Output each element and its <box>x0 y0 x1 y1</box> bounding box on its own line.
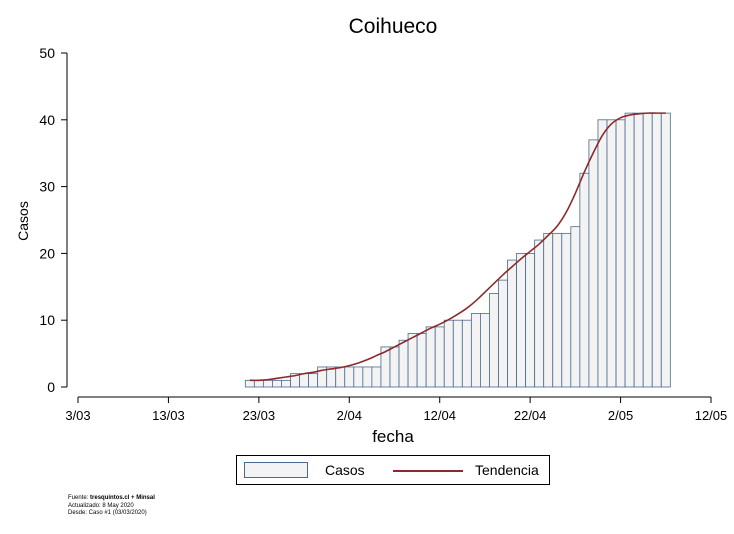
source-name: tresquintos.cl + Minsal <box>90 495 155 501</box>
source-label: Fuente: <box>68 495 89 501</box>
source-since: Desde: Caso #1 (03/03/2020) <box>68 510 147 516</box>
bar-2020-04-25 <box>552 232 563 388</box>
bar-2020-04-11 <box>425 326 436 388</box>
bar-2020-04-28 <box>579 172 590 388</box>
bar-2020-03-26 <box>281 379 291 388</box>
bar-2020-04-10 <box>416 333 427 388</box>
y-axis-label: Casos <box>15 201 31 241</box>
bar-2020-04-24 <box>543 232 554 388</box>
x-tick-label-3: 2/04 <box>337 408 362 423</box>
bar-2020-04-08 <box>398 339 409 388</box>
bar-2020-04-19 <box>498 279 508 388</box>
bar-2020-05-03 <box>624 112 635 388</box>
bar-2020-05-01 <box>606 119 617 388</box>
legend-swatch-tendencia <box>393 470 463 472</box>
x-axis-label: fecha <box>372 427 414 446</box>
x-tick-label-6: 2/05 <box>608 408 633 423</box>
trend-line <box>249 112 666 382</box>
bar-2020-04-17 <box>480 313 490 388</box>
bar-2020-03-28 <box>299 373 309 388</box>
x-tick-label-1: 13/03 <box>152 408 185 423</box>
bar-2020-04-13 <box>443 319 454 388</box>
bar-2020-04-22 <box>525 252 536 388</box>
bar-2020-04-04 <box>362 366 373 388</box>
chart-title: Coihueco <box>349 15 438 38</box>
y-tick-label-0: 0 <box>47 379 55 395</box>
bar-2020-05-05 <box>642 112 653 388</box>
bar-2020-04-03 <box>353 366 364 388</box>
bar-2020-04-20 <box>507 259 517 388</box>
bar-2020-04-21 <box>516 252 527 388</box>
bar-2020-04-29 <box>588 139 599 388</box>
x-tick-label-0: 3/03 <box>65 408 90 423</box>
y-ticks: 0 10 20 30 40 50 <box>39 45 67 395</box>
bar-2020-04-30 <box>597 119 608 388</box>
y-tick-label-10: 10 <box>39 312 55 328</box>
y-tick-label-30: 30 <box>39 179 55 195</box>
bar-2020-04-05 <box>371 366 382 388</box>
bar-2020-04-23 <box>534 239 545 388</box>
bar-2020-04-14 <box>452 319 463 388</box>
y-tick-label-40: 40 <box>39 112 55 128</box>
bar-2020-03-24 <box>262 379 273 388</box>
bar-2020-03-23 <box>253 379 264 388</box>
bar-2020-04-16 <box>470 313 481 388</box>
source-note: Fuente: tresquintos.cl + Minsal Actualiz… <box>68 495 155 518</box>
bars-layer <box>244 112 671 388</box>
legend: Casos Tendencia <box>236 455 550 485</box>
bar-2020-05-02 <box>615 119 626 388</box>
x-ticks: 3/03 13/03 23/03 2/04 12/04 22/04 2/05 12/05 <box>65 397 727 423</box>
bar-2020-04-07 <box>389 346 400 388</box>
y-tick-label-50: 50 <box>39 45 55 61</box>
bar-2020-04-18 <box>489 293 499 388</box>
x-tick-label-7: 12/05 <box>695 408 728 423</box>
bar-2020-04-01 <box>335 366 346 388</box>
bar-2020-04-09 <box>407 333 418 388</box>
source-updated: Actualizado: 8 May 2020 <box>68 502 134 509</box>
y-tick-label-20: 20 <box>39 245 55 261</box>
bar-2020-04-15 <box>461 319 472 388</box>
bar-2020-03-29 <box>308 373 319 388</box>
bar-2020-04-12 <box>434 326 445 388</box>
bar-2020-03-25 <box>272 379 282 388</box>
bar-2020-04-02 <box>344 366 355 388</box>
x-tick-label-5: 22/04 <box>514 408 547 423</box>
bar-2020-03-22 <box>244 379 255 388</box>
bar-2020-05-04 <box>633 112 644 388</box>
bar-2020-05-07 <box>660 112 671 388</box>
x-tick-label-2: 23/03 <box>243 408 276 423</box>
bar-2020-04-26 <box>561 232 572 388</box>
x-tick-label-4: 12/04 <box>423 408 456 423</box>
bar-2020-05-06 <box>651 112 662 388</box>
legend-label-casos: Casos <box>325 462 365 478</box>
legend-label-tendencia: Tendencia <box>475 462 539 478</box>
bar-2020-04-27 <box>570 226 581 388</box>
legend-swatch-casos <box>244 462 308 478</box>
